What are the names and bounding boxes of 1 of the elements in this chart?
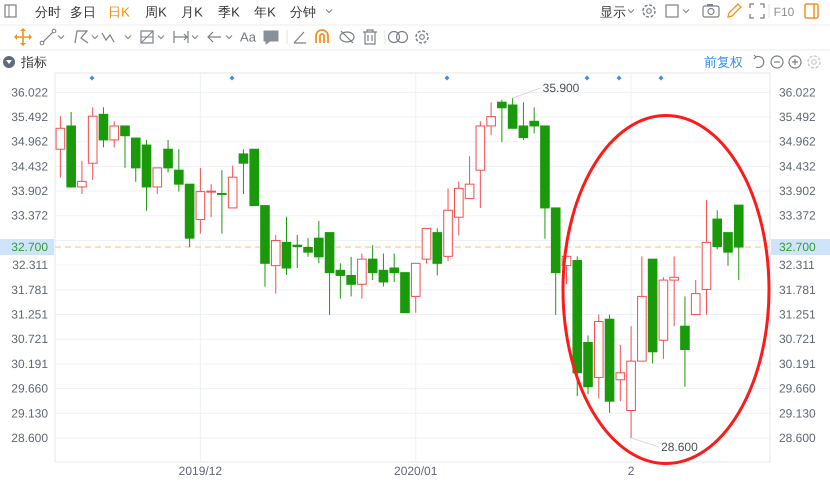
ref-line-label: 32.700 bbox=[11, 240, 48, 254]
